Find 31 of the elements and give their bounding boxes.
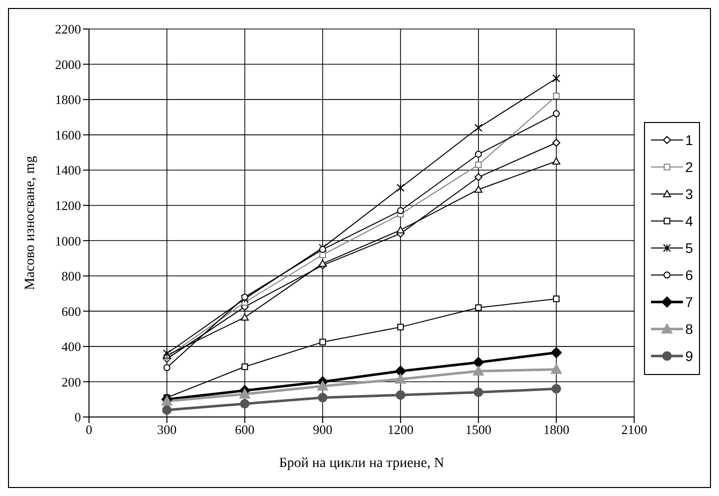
legend-label: 4 (685, 213, 693, 229)
x-tick-label: 0 (86, 422, 92, 438)
x-tick-label: 2100 (621, 422, 648, 438)
x-axis-title: Брой на цикли на триене, N (279, 456, 444, 471)
y-tick-label: 800 (62, 268, 81, 284)
y-tick-label: 1200 (55, 198, 81, 213)
legend-label: 8 (685, 321, 693, 337)
legend-label: 3 (685, 186, 693, 202)
y-tick-label: 1400 (55, 162, 81, 178)
y-axis-title: Масово износване, mg (22, 156, 38, 290)
x-tick-label: 900 (312, 422, 332, 438)
legend-label: 6 (685, 267, 693, 283)
y-tick-label: 0 (74, 410, 81, 425)
x-tick-label: 1500 (465, 422, 492, 438)
legend-label: 5 (685, 240, 693, 256)
x-tick-label: 600 (235, 422, 255, 438)
x-tick-label: 300 (157, 422, 177, 438)
legend-label: 9 (685, 348, 693, 364)
y-tick-label: 2000 (55, 56, 81, 72)
x-tick-label: 1800 (543, 422, 570, 438)
y-tick-label: 600 (62, 304, 81, 319)
y-tick-label: 1000 (55, 233, 81, 248)
legend-label: 1 (685, 132, 693, 148)
y-tick-label: 200 (62, 374, 81, 390)
y-tick-label: 1800 (55, 92, 81, 108)
x-tick-label: 1200 (388, 422, 414, 438)
y-tick-label: 400 (62, 339, 81, 354)
legend-label: 7 (685, 294, 693, 310)
y-tick-label: 1600 (55, 127, 81, 142)
y-tick-label: 2200 (55, 22, 81, 37)
legend-label: 2 (685, 159, 693, 175)
